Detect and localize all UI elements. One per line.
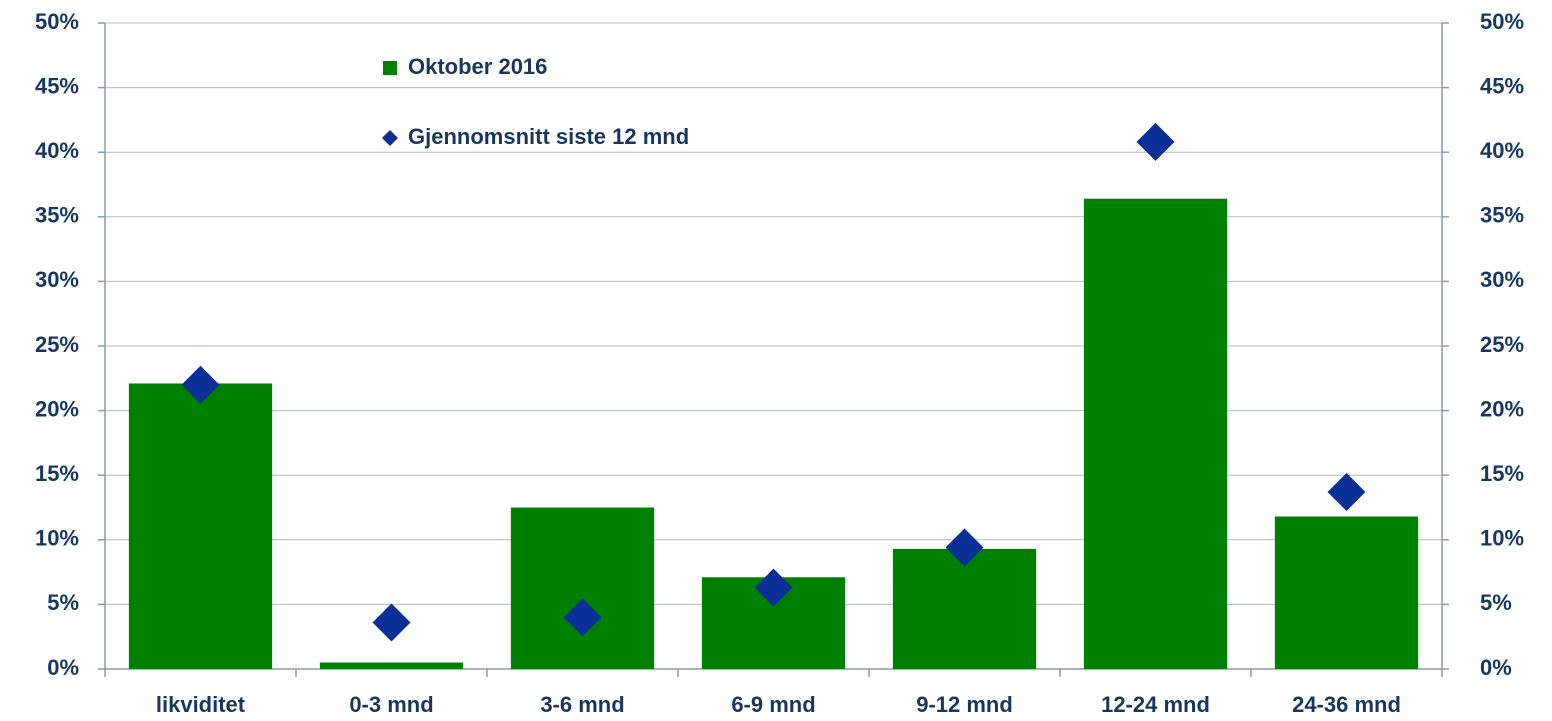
y-tick-label: 10% xyxy=(35,526,79,551)
bar xyxy=(128,383,273,669)
y-tick-label: 40% xyxy=(35,138,79,163)
y2-tick-label: 10% xyxy=(1480,526,1524,551)
y2-tick-label: 40% xyxy=(1480,138,1524,163)
y2-tick-label: 50% xyxy=(1480,9,1524,34)
y-tick-label: 15% xyxy=(35,461,79,486)
diamond-marker xyxy=(563,598,602,637)
legend-swatch xyxy=(383,61,397,75)
diamond-marker xyxy=(181,365,220,404)
x-tick-label: 3-6 mnd xyxy=(540,692,624,717)
diamond-marker xyxy=(1136,122,1175,161)
y2-tick-label: 20% xyxy=(1480,396,1524,421)
y2-tick-label: 15% xyxy=(1480,461,1524,486)
bar xyxy=(510,507,655,669)
diamond-marker xyxy=(754,568,793,607)
y2-tick-label: 5% xyxy=(1480,590,1512,615)
x-tick-label: 0-3 mnd xyxy=(349,692,433,717)
x-tick-label: 12-24 mnd xyxy=(1101,692,1210,717)
y-tick-label: 5% xyxy=(47,590,79,615)
y-tick-label: 0% xyxy=(47,655,79,680)
diamond-marker xyxy=(372,603,411,642)
y-tick-label: 45% xyxy=(35,73,79,98)
x-tick-label: likviditet xyxy=(156,692,246,717)
y2-tick-label: 45% xyxy=(1480,73,1524,98)
y2-tick-label: 25% xyxy=(1480,332,1524,357)
bar xyxy=(892,548,1037,669)
y2-tick-label: 0% xyxy=(1480,655,1512,680)
legend-label: Gjennomsnitt siste 12 mnd xyxy=(408,124,689,149)
x-tick-label: 6-9 mnd xyxy=(731,692,815,717)
legend-swatch xyxy=(382,130,398,146)
y-tick-label: 25% xyxy=(35,332,79,357)
y-tick-label: 35% xyxy=(35,203,79,228)
y2-tick-label: 35% xyxy=(1480,203,1524,228)
x-tick-label: 24-36 mnd xyxy=(1292,692,1401,717)
y-tick-label: 50% xyxy=(35,9,79,34)
bar xyxy=(1083,198,1228,669)
y-tick-label: 20% xyxy=(35,396,79,421)
y-tick-label: 30% xyxy=(35,267,79,292)
y2-tick-label: 30% xyxy=(1480,267,1524,292)
bar xyxy=(319,662,464,669)
diamond-marker xyxy=(945,528,984,567)
legend-label: Oktober 2016 xyxy=(408,54,547,79)
x-tick-label: 9-12 mnd xyxy=(916,692,1013,717)
diamond-marker xyxy=(1327,472,1366,511)
bar xyxy=(1274,516,1419,669)
